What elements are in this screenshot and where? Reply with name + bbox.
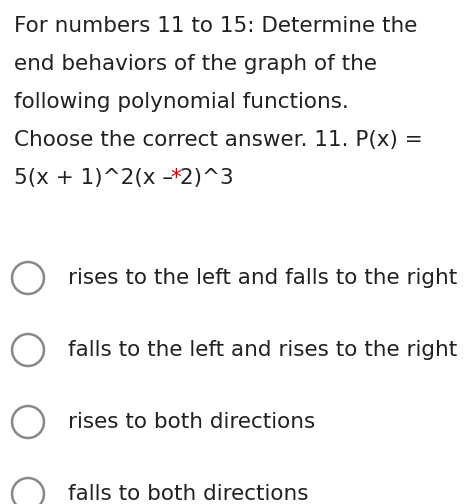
Text: following polynomial functions.: following polynomial functions. bbox=[14, 92, 349, 112]
Text: end behaviors of the graph of the: end behaviors of the graph of the bbox=[14, 54, 377, 74]
Text: falls to the left and rises to the right: falls to the left and rises to the right bbox=[68, 340, 457, 360]
Text: 5(x + 1)^2(x – 2)^3: 5(x + 1)^2(x – 2)^3 bbox=[14, 168, 234, 188]
Text: Choose the correct answer. 11. P(x) =: Choose the correct answer. 11. P(x) = bbox=[14, 130, 423, 150]
Ellipse shape bbox=[12, 406, 44, 438]
Text: For numbers 11 to 15: Determine the: For numbers 11 to 15: Determine the bbox=[14, 16, 418, 36]
Text: *: * bbox=[170, 168, 181, 188]
Ellipse shape bbox=[12, 334, 44, 366]
Ellipse shape bbox=[12, 262, 44, 294]
Text: falls to both directions: falls to both directions bbox=[68, 484, 309, 504]
Text: rises to both directions: rises to both directions bbox=[68, 412, 315, 432]
Ellipse shape bbox=[12, 478, 44, 504]
Text: rises to the left and falls to the right: rises to the left and falls to the right bbox=[68, 268, 457, 288]
